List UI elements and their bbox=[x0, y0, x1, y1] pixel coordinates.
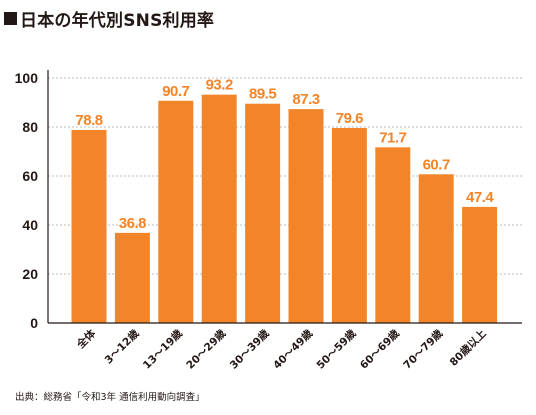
y-tick-label: 80 bbox=[22, 119, 38, 135]
category-label: 50～59歳 bbox=[314, 327, 359, 372]
category-label: 80歳以上 bbox=[447, 327, 489, 369]
gridlines bbox=[48, 77, 522, 275]
bar bbox=[201, 94, 237, 323]
category-label: 20～29歳 bbox=[184, 327, 229, 372]
value-label: 36.8 bbox=[119, 215, 146, 232]
value-label: 60.7 bbox=[423, 156, 450, 173]
chart-title: 日本の年代別SNS利用率 bbox=[20, 10, 215, 31]
bar bbox=[245, 103, 281, 323]
category-label: 全体 bbox=[73, 327, 98, 352]
value-label: 93.2 bbox=[206, 77, 233, 94]
title-square-icon bbox=[4, 11, 17, 25]
category-label: 30～39歳 bbox=[227, 327, 272, 372]
value-label: 79.6 bbox=[336, 110, 363, 127]
y-tick-label: 20 bbox=[22, 266, 38, 282]
source-note: 出典：総務省「令和3年 通信利用動向調査」 bbox=[15, 392, 205, 403]
category-label: 3～12歳 bbox=[102, 327, 142, 367]
bar bbox=[158, 100, 194, 323]
bar bbox=[375, 147, 411, 323]
bar-chart: 0 20 40 60 80 100 78.8 全体 36.8 3～12歳 90.7 13～19歳 93.… bbox=[15, 70, 522, 372]
axes bbox=[47, 70, 522, 324]
value-label: 47.4 bbox=[466, 189, 494, 206]
bar bbox=[462, 206, 498, 323]
value-label: 87.3 bbox=[292, 91, 319, 108]
bar bbox=[71, 129, 107, 323]
bar bbox=[331, 127, 367, 323]
value-label: 71.7 bbox=[379, 129, 406, 146]
category-label: 13～19歳 bbox=[140, 327, 185, 372]
bars bbox=[71, 94, 498, 324]
y-tick-label: 100 bbox=[15, 70, 39, 86]
y-tick-label: 60 bbox=[22, 168, 38, 184]
y-tick-label: 40 bbox=[22, 217, 38, 233]
value-label: 90.7 bbox=[162, 83, 189, 100]
category-label: 70～79歳 bbox=[401, 327, 446, 372]
chart-title-block: 日本の年代別SNS利用率 bbox=[4, 6, 215, 31]
bar bbox=[114, 232, 150, 323]
value-label: 89.5 bbox=[249, 86, 276, 103]
category-label: 60～69歳 bbox=[357, 327, 402, 372]
bar bbox=[418, 174, 454, 323]
value-label: 78.8 bbox=[75, 112, 102, 129]
y-tick-label: 0 bbox=[30, 315, 38, 331]
bar bbox=[288, 109, 324, 324]
category-label: 40～49歳 bbox=[270, 327, 315, 372]
